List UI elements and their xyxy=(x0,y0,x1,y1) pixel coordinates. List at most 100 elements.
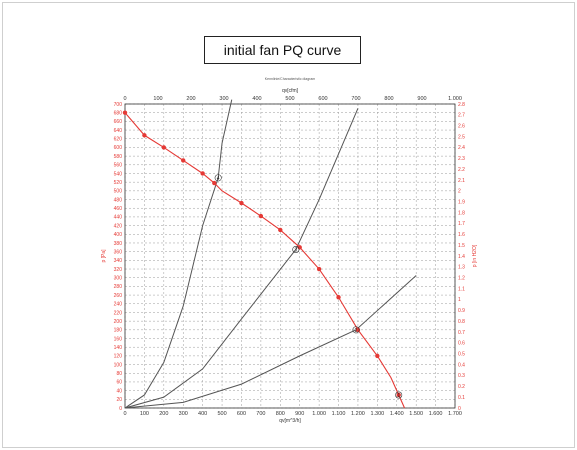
operating-point-label: 4 xyxy=(217,176,220,182)
x-tick-label: 1.400 xyxy=(390,411,404,417)
right-tick-label: 1.7 xyxy=(458,221,465,227)
right-tick-label: 2.6 xyxy=(458,124,465,130)
right-tick-label: 1.8 xyxy=(458,210,465,216)
right-tick-label: 1.1 xyxy=(458,286,465,292)
right-tick-label: 0 xyxy=(458,406,461,412)
right-tick-label: 1.3 xyxy=(458,265,465,271)
y-tick-label: 40 xyxy=(116,388,122,394)
y-tick-label: 120 xyxy=(114,354,123,360)
x-tick-label: 0 xyxy=(123,411,126,417)
y-tick-label: 440 xyxy=(114,215,123,221)
fan-curve-point xyxy=(278,227,283,233)
operating-point-marker xyxy=(352,326,360,334)
x-tick-label: 1.200 xyxy=(351,411,365,417)
y-tick-label: 200 xyxy=(114,319,123,325)
top-tick-label: 800 xyxy=(384,96,393,102)
y-tick-label: 280 xyxy=(114,284,123,290)
x-tick-label: 700 xyxy=(256,411,265,417)
y-tick-label: 600 xyxy=(114,145,123,151)
right-tick-label: 1.6 xyxy=(458,232,465,238)
operating-point-marker xyxy=(395,391,403,399)
right-tick-label: 2.2 xyxy=(458,167,465,173)
x-tick-label: 300 xyxy=(179,411,188,417)
top-tick-label: 400 xyxy=(252,96,261,102)
fan-curve-point xyxy=(142,133,147,138)
right-tick-label: 0.6 xyxy=(458,341,465,347)
right-tick-label: 1.4 xyxy=(458,254,465,260)
operating-point-marker xyxy=(214,174,222,182)
fan-curve-point xyxy=(239,200,244,206)
chart-title: initial fan PQ curve xyxy=(204,36,361,64)
y-tick-label: 680 xyxy=(114,110,123,116)
system-curve-3 xyxy=(124,275,417,409)
top-tick-label: 700 xyxy=(351,96,360,102)
operating-point-label: 2 xyxy=(355,328,358,334)
y-tick-label: 420 xyxy=(114,223,123,229)
right-tick-label: 0.2 xyxy=(458,384,465,390)
right-tick-label: 0.9 xyxy=(458,308,465,314)
top-tick-label: 0 xyxy=(123,96,126,102)
y-tick-label: 0 xyxy=(119,406,122,412)
y-tick-label: 180 xyxy=(114,328,123,334)
y-tick-label: 400 xyxy=(114,232,123,238)
y-tick-label: 100 xyxy=(114,362,123,368)
y-tick-label: 580 xyxy=(114,154,123,160)
y-tick-label: 500 xyxy=(114,189,123,195)
y-tick-label: 480 xyxy=(114,197,123,203)
fan-curve-point xyxy=(316,266,322,272)
top-axis-label: qv[cfm] xyxy=(282,88,299,94)
fan-curve-point xyxy=(200,171,205,176)
y-tick-label: 260 xyxy=(114,293,123,299)
fan-curve-point xyxy=(258,213,264,219)
y-tick-label: 220 xyxy=(114,310,123,316)
y-tick-label: 300 xyxy=(114,276,123,282)
y-tick-label: 520 xyxy=(114,180,123,186)
plot-frame xyxy=(124,103,456,409)
top-tick-label: 300 xyxy=(219,96,228,102)
system-curve-1 xyxy=(124,99,233,409)
x-tick-label: 1.500 xyxy=(409,411,423,417)
operating-point-label: 1 xyxy=(397,393,400,399)
fan-curve-point xyxy=(161,145,167,150)
x-tick-label: 500 xyxy=(217,411,226,417)
x-axis-label: qv[m^3/h] xyxy=(279,418,301,424)
y-tick-label: 140 xyxy=(114,345,123,351)
x-tick-label: 1.600 xyxy=(429,411,443,417)
right-tick-label: 2.1 xyxy=(458,178,465,184)
right-tick-label: 0.4 xyxy=(458,362,465,368)
fan-curve-point xyxy=(375,353,380,359)
x-tick-label: 100 xyxy=(140,411,149,417)
y-tick-label: 80 xyxy=(116,371,122,377)
x-tick-label: 600 xyxy=(237,411,246,417)
right-tick-label: 1.2 xyxy=(458,276,465,282)
y-tick-label: 460 xyxy=(114,206,123,212)
top-tick-label: 600 xyxy=(318,96,327,102)
x-tick-label: 1.700 xyxy=(448,411,462,417)
y-axis-label-right: p [in H2O] xyxy=(472,244,478,267)
right-tick-label: 0.8 xyxy=(458,319,465,325)
y-tick-label: 660 xyxy=(114,119,123,125)
operating-point-label: 3 xyxy=(294,247,297,253)
y-axis-label-left: p [Pa] xyxy=(101,249,107,263)
right-tick-label: 2.3 xyxy=(458,156,465,162)
x-tick-label: 200 xyxy=(159,411,168,417)
y-tick-label: 640 xyxy=(114,128,123,134)
fan-curve-point xyxy=(336,295,341,300)
y-tick-label: 360 xyxy=(114,249,123,255)
fan-curve-point xyxy=(122,110,128,115)
right-tick-label: 2.7 xyxy=(458,113,465,119)
right-tick-label: 2 xyxy=(458,189,461,195)
y-tick-label: 700 xyxy=(114,102,123,108)
x-tick-label: 900 xyxy=(295,411,304,417)
y-tick-label: 20 xyxy=(116,397,122,403)
y-tick-label: 160 xyxy=(114,336,123,342)
top-tick-label: 900 xyxy=(417,96,426,102)
x-tick-label: 1.300 xyxy=(370,411,384,417)
operating-point-marker xyxy=(292,245,300,253)
y-tick-label: 320 xyxy=(114,267,123,273)
x-tick-label: 800 xyxy=(276,411,285,417)
right-tick-label: 0.1 xyxy=(458,395,465,401)
right-tick-label: 2.4 xyxy=(458,145,465,151)
system-curve-2 xyxy=(124,108,359,409)
right-tick-label: 1.5 xyxy=(458,243,465,249)
